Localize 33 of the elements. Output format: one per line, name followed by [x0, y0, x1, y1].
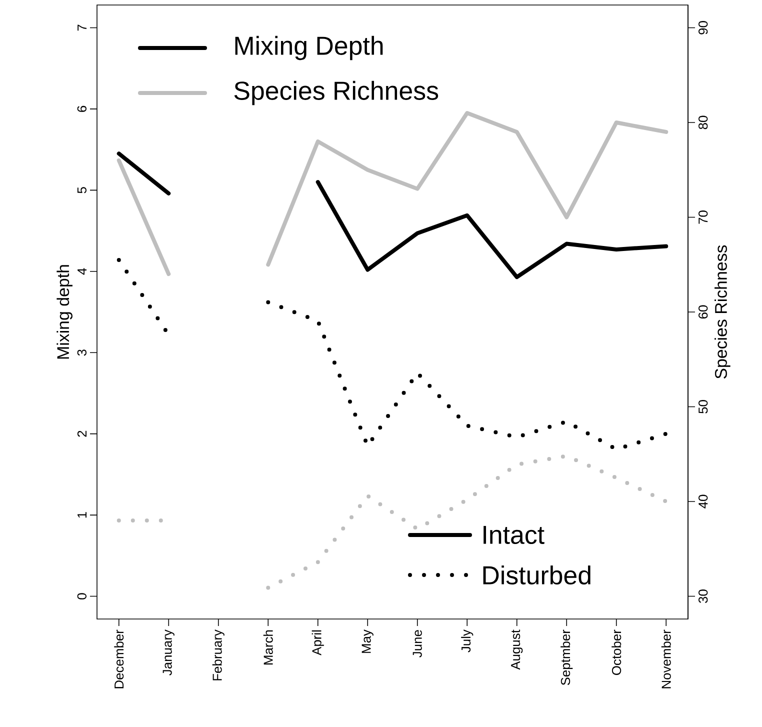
- x-tick-label: January: [162, 630, 174, 676]
- y-tick-label: 0: [77, 593, 86, 600]
- y2-tick-label: 90: [698, 21, 708, 34]
- y-axis-title: Mixing depth: [56, 265, 72, 359]
- x-tick-label: Septmber: [560, 630, 573, 686]
- annotation: Disturbed: [483, 565, 590, 585]
- x-tick-label: March: [263, 630, 273, 664]
- y-tick-label: 2: [77, 430, 86, 437]
- y-tick-label: 3: [77, 350, 86, 356]
- x-tick-label: November: [661, 630, 671, 688]
- x-tick-label: May: [362, 630, 374, 653]
- y2-tick-label: 40: [698, 494, 708, 508]
- y-tick-label: 4: [78, 268, 86, 275]
- x-tick-label: April: [312, 630, 324, 656]
- y2-tick-label: 80: [698, 116, 708, 130]
- x-tick-label: August: [511, 630, 523, 670]
- y2-tick-label: 30: [698, 590, 708, 603]
- y2-tick-label: 50: [698, 400, 708, 414]
- y-tick-label: 5: [77, 187, 86, 194]
- x-tick-label: June: [412, 630, 422, 658]
- x-tick-label: December: [114, 630, 124, 688]
- y2-tick-label: 70: [698, 210, 708, 224]
- x-tick-label: October: [612, 630, 622, 675]
- x-tick-label: July: [461, 630, 474, 652]
- y-tick-label: 1: [78, 512, 86, 518]
- y2-axis-title: Species Richness: [714, 245, 730, 379]
- y-tick-label: 6: [77, 106, 86, 112]
- legend-label: Mixing Depth: [235, 36, 383, 60]
- annotation: Intact: [484, 526, 544, 544]
- y-tick-label: 7: [78, 24, 86, 31]
- x-tick-label: February: [212, 630, 224, 680]
- legend-label: Species Richness: [234, 80, 438, 106]
- y2-tick-label: 60: [698, 305, 708, 319]
